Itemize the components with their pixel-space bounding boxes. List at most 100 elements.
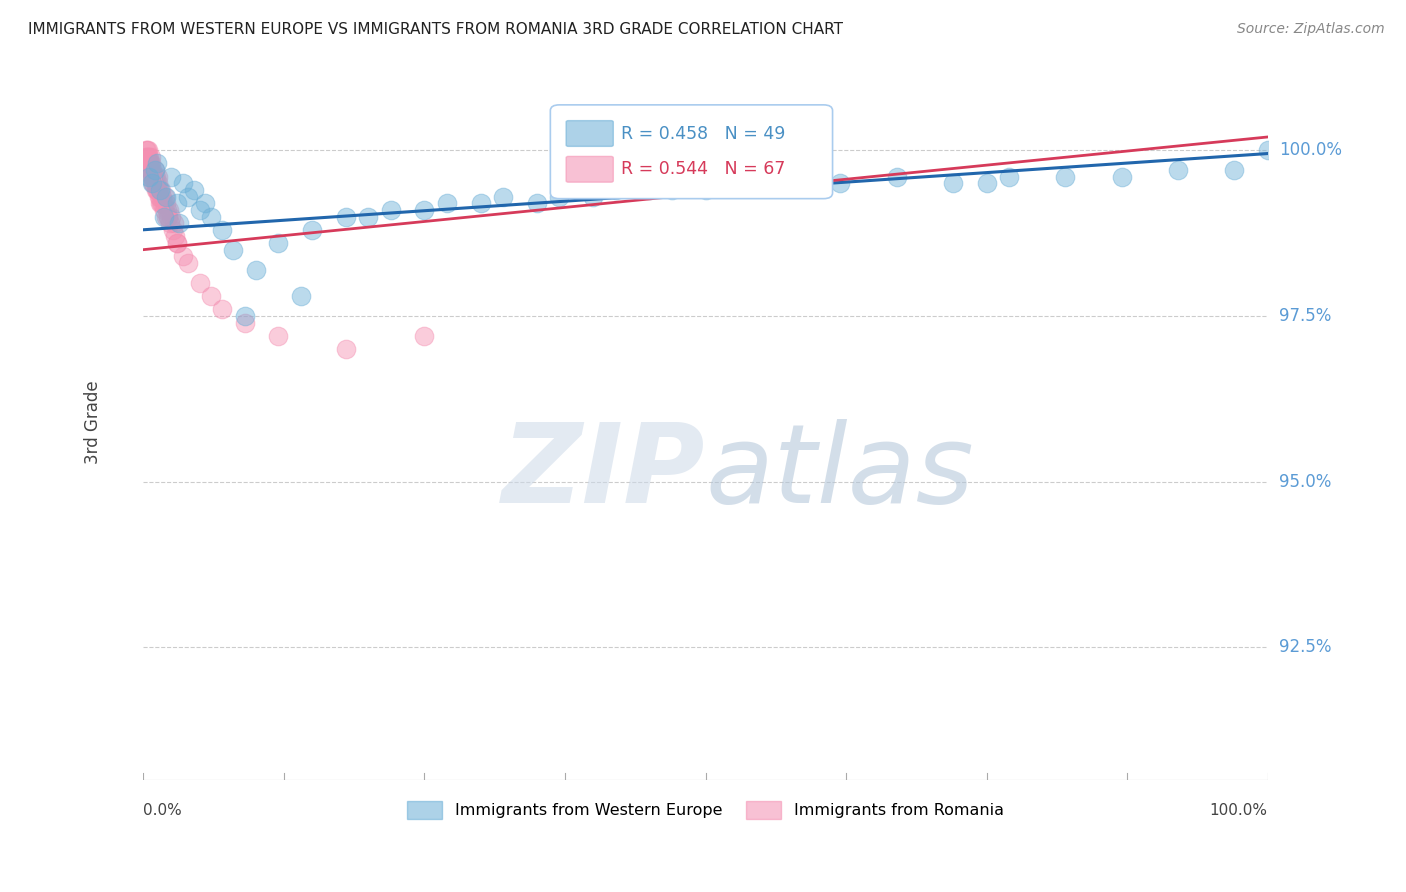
Point bbox=[146, 183, 169, 197]
Point bbox=[717, 177, 740, 191]
Point bbox=[162, 223, 184, 237]
Point bbox=[148, 183, 170, 197]
Text: IMMIGRANTS FROM WESTERN EUROPE VS IMMIGRANTS FROM ROMANIA 3RD GRADE CORRELATION : IMMIGRANTS FROM WESTERN EUROPE VS IMMIGR… bbox=[28, 22, 844, 37]
Text: 100.0%: 100.0% bbox=[1279, 141, 1341, 160]
Point bbox=[139, 156, 162, 170]
Point bbox=[152, 196, 174, 211]
Point bbox=[146, 156, 169, 170]
Legend: Immigrants from Western Europe, Immigrants from Romania: Immigrants from Western Europe, Immigran… bbox=[401, 795, 1011, 826]
Point bbox=[169, 216, 191, 230]
Point bbox=[136, 143, 159, 157]
Point bbox=[138, 169, 160, 184]
Point bbox=[138, 156, 160, 170]
Point bbox=[172, 249, 194, 263]
Point bbox=[146, 169, 169, 184]
Point bbox=[211, 223, 233, 237]
Point bbox=[157, 210, 180, 224]
Text: 3rd Grade: 3rd Grade bbox=[84, 380, 101, 464]
Point bbox=[526, 196, 548, 211]
Point bbox=[233, 316, 256, 330]
Point bbox=[156, 202, 179, 217]
Point bbox=[157, 202, 180, 217]
Point bbox=[155, 189, 177, 203]
Point bbox=[942, 177, 965, 191]
Point bbox=[135, 143, 157, 157]
Point bbox=[149, 183, 172, 197]
Point bbox=[233, 309, 256, 323]
Point bbox=[413, 202, 436, 217]
Point bbox=[141, 169, 163, 184]
Point bbox=[177, 189, 200, 203]
Point bbox=[1054, 169, 1077, 184]
Point bbox=[160, 169, 183, 184]
Point bbox=[436, 196, 458, 211]
Point bbox=[166, 196, 188, 211]
Point bbox=[357, 210, 380, 224]
Point bbox=[976, 177, 998, 191]
Point bbox=[188, 202, 211, 217]
Point bbox=[143, 163, 166, 178]
Point bbox=[155, 210, 177, 224]
Text: Source: ZipAtlas.com: Source: ZipAtlas.com bbox=[1237, 22, 1385, 37]
Point bbox=[149, 196, 172, 211]
Point bbox=[141, 156, 163, 170]
Point bbox=[160, 210, 183, 224]
Point bbox=[177, 256, 200, 270]
Point bbox=[1111, 169, 1133, 184]
Text: ZIP: ZIP bbox=[502, 418, 706, 525]
Point bbox=[1223, 163, 1246, 178]
Text: R = 0.458   N = 49: R = 0.458 N = 49 bbox=[621, 125, 786, 143]
Point bbox=[166, 235, 188, 250]
Point bbox=[153, 189, 176, 203]
Point bbox=[157, 210, 180, 224]
Point bbox=[335, 342, 357, 356]
Point bbox=[582, 189, 605, 203]
Point bbox=[163, 229, 186, 244]
Point bbox=[380, 202, 402, 217]
Point bbox=[200, 289, 222, 303]
Point bbox=[548, 189, 571, 203]
Point bbox=[245, 262, 267, 277]
Point bbox=[638, 183, 661, 197]
Point bbox=[172, 177, 194, 191]
Text: 97.5%: 97.5% bbox=[1279, 307, 1331, 325]
Point bbox=[267, 235, 290, 250]
Point bbox=[141, 177, 163, 191]
Point bbox=[142, 177, 165, 191]
Point bbox=[138, 156, 160, 170]
Text: 92.5%: 92.5% bbox=[1279, 639, 1331, 657]
Point bbox=[138, 150, 160, 164]
Point bbox=[152, 210, 174, 224]
Text: atlas: atlas bbox=[706, 418, 974, 525]
FancyBboxPatch shape bbox=[567, 120, 613, 146]
Point bbox=[335, 210, 357, 224]
Point bbox=[152, 196, 174, 211]
Point bbox=[267, 328, 290, 343]
Point bbox=[222, 243, 245, 257]
FancyBboxPatch shape bbox=[550, 105, 832, 199]
Point bbox=[413, 328, 436, 343]
Point bbox=[163, 216, 186, 230]
Point bbox=[143, 177, 166, 191]
Point bbox=[886, 169, 908, 184]
Point bbox=[146, 183, 169, 197]
Point bbox=[141, 163, 163, 178]
Point bbox=[141, 169, 163, 184]
Text: 100.0%: 100.0% bbox=[1209, 803, 1268, 818]
Point bbox=[142, 177, 165, 191]
Point bbox=[136, 150, 159, 164]
Point bbox=[141, 150, 163, 164]
Point bbox=[139, 163, 162, 178]
Point bbox=[155, 196, 177, 211]
Point bbox=[166, 235, 188, 250]
Text: R = 0.544   N = 67: R = 0.544 N = 67 bbox=[621, 161, 786, 178]
Point bbox=[146, 177, 169, 191]
Point bbox=[139, 163, 162, 178]
Point bbox=[145, 183, 167, 197]
Point bbox=[152, 189, 174, 203]
Point bbox=[159, 216, 181, 230]
Point bbox=[830, 177, 852, 191]
Point bbox=[200, 210, 222, 224]
Point bbox=[135, 143, 157, 157]
Point bbox=[773, 177, 796, 191]
